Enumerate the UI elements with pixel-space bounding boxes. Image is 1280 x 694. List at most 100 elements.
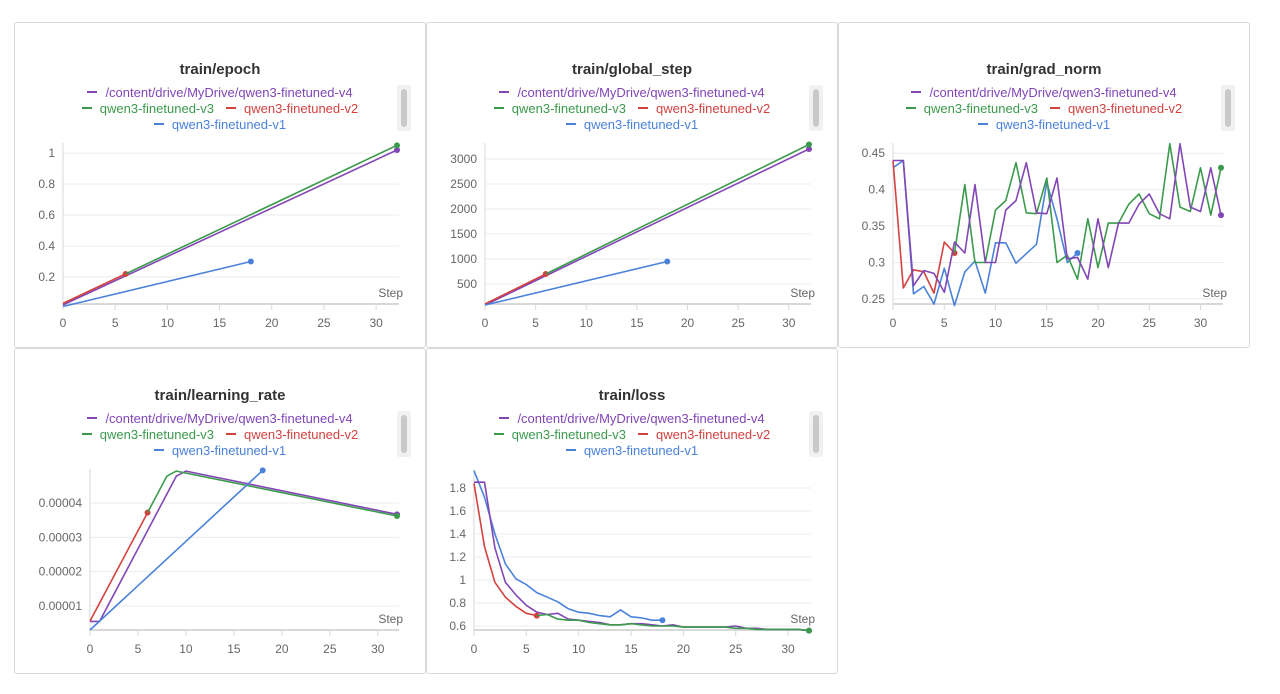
legend-label: /content/drive/MyDrive/qwen3-finetuned-v… <box>517 411 765 426</box>
scrollbar-thumb[interactable] <box>813 415 819 453</box>
legend-item-v1[interactable]: qwen3-finetuned-v1 <box>565 117 699 133</box>
legend-label: qwen3-finetuned-v2 <box>656 101 771 116</box>
chart-plot[interactable]: 0.25 0.3 0.35 0.4 0.45 0 5 10 15 20 25 30 Step <box>839 23 1250 348</box>
legend-item-v2[interactable]: qwen3-finetuned-v2 <box>226 101 358 117</box>
legend-item-v3[interactable]: qwen3-finetuned-v3 <box>81 427 214 443</box>
legend-item-v2[interactable]: qwen3-finetuned-v2 <box>638 427 770 443</box>
legend-label: qwen3-finetuned-v1 <box>171 443 287 458</box>
x-tick-label: 5 <box>523 642 530 656</box>
legend-scrollbar[interactable] <box>1221 85 1235 131</box>
series-line-v1[interactable] <box>473 470 663 622</box>
legend-item-v1[interactable]: qwen3-finetuned-v1 <box>977 117 1110 133</box>
legend-swatch <box>87 416 98 419</box>
series-line-v1[interactable] <box>89 469 264 631</box>
series-line-v2[interactable] <box>62 273 126 305</box>
y-tick-label: 3000 <box>450 152 477 166</box>
series-line-v1[interactable] <box>484 260 668 306</box>
series-line-v2[interactable] <box>89 512 149 622</box>
scrollbar-thumb[interactable] <box>1225 89 1231 127</box>
series-endpoint-v1 <box>1074 250 1081 257</box>
series-line-v3[interactable] <box>146 470 398 517</box>
legend-item-v1[interactable]: qwen3-finetuned-v1 <box>153 117 287 133</box>
x-tick-label: 5 <box>941 316 948 330</box>
series-line-v4[interactable] <box>90 470 398 623</box>
legend-item-v4[interactable]: /content/drive/MyDrive/qwen3-finetuned-v… <box>911 85 1177 101</box>
x-tick-label: 25 <box>323 642 337 656</box>
legend-swatch <box>977 122 988 125</box>
y-tick-label: 0.00001 <box>39 599 83 613</box>
legend-label: qwen3-finetuned-v1 <box>583 117 699 132</box>
x-tick-label: 30 <box>1194 316 1208 330</box>
legend-item-v4[interactable]: /content/drive/MyDrive/qwen3-finetuned-v… <box>87 411 353 427</box>
legend-item-v3[interactable]: qwen3-finetuned-v3 <box>81 101 214 117</box>
x-tick-label: 20 <box>265 316 279 330</box>
legend-label: /content/drive/MyDrive/qwen3-finetuned-v… <box>105 411 353 426</box>
legend-item-v2[interactable]: qwen3-finetuned-v2 <box>1050 101 1182 117</box>
series-line-v4[interactable] <box>484 148 810 306</box>
chart-plot[interactable]: 0.6 0.8 1 1.2 1.4 1.6 1.8 0 5 10 15 20 25 30 Step <box>427 349 838 674</box>
chart-plot[interactable]: 0.00001 0.00002 0.00003 0.00004 0 5 10 15 20 25 30… <box>15 349 426 674</box>
y-tick-label: 0.45 <box>862 146 886 160</box>
legend-item-v1[interactable]: qwen3-finetuned-v1 <box>565 443 699 459</box>
series-line-v4[interactable] <box>62 149 398 306</box>
x-tick-label: 0 <box>482 316 489 330</box>
legend-label: qwen3-finetuned-v1 <box>171 117 287 132</box>
x-tick-label: 0 <box>890 316 897 330</box>
legend-label: qwen3-finetuned-v3 <box>511 101 626 116</box>
legend-item-v3[interactable]: qwen3-finetuned-v3 <box>493 101 626 117</box>
y-tick-label: 0.8 <box>449 596 466 610</box>
y-tick-label: 0.4 <box>868 183 885 197</box>
legend-item-v1[interactable]: qwen3-finetuned-v1 <box>153 443 287 459</box>
x-tick-label: 20 <box>275 642 289 656</box>
series-line-v4[interactable] <box>474 481 810 632</box>
legend-item-v4[interactable]: /content/drive/MyDrive/qwen3-finetuned-v… <box>499 411 765 427</box>
series-line-v3[interactable] <box>953 142 1222 281</box>
series-line-v4[interactable] <box>893 142 1222 294</box>
chart-title: train/epoch <box>179 61 261 78</box>
legend-scrollbar[interactable] <box>809 85 823 131</box>
x-tick-label: 15 <box>213 316 227 330</box>
y-tick-label: 0.00003 <box>39 530 83 544</box>
series-line-v3[interactable] <box>125 144 398 275</box>
series-line-v3[interactable] <box>545 143 810 275</box>
x-tick-label: 10 <box>572 642 586 656</box>
legend-item-v3[interactable]: qwen3-finetuned-v3 <box>493 427 626 443</box>
legend-item-v2[interactable]: qwen3-finetuned-v2 <box>638 101 770 117</box>
legend-label: qwen3-finetuned-v2 <box>656 427 771 442</box>
legend-swatch <box>499 90 510 93</box>
y-tick-label: 0.3 <box>868 255 885 269</box>
legend-item-v4[interactable]: /content/drive/MyDrive/qwen3-finetuned-v… <box>499 85 765 101</box>
y-tick-label: 1.2 <box>449 550 466 564</box>
x-tick-label: 5 <box>532 316 539 330</box>
legend-scrollbar[interactable] <box>809 411 823 457</box>
legend-swatch <box>905 106 916 109</box>
series-line-v2[interactable] <box>484 273 547 305</box>
series-line-v2[interactable] <box>473 483 537 617</box>
legend-item-v3[interactable]: qwen3-finetuned-v3 <box>905 101 1038 117</box>
chart-panel: train/grad_norm/content/drive/MyDrive/qw… <box>838 22 1250 348</box>
legend-swatch <box>638 106 648 109</box>
legend-swatch <box>638 432 648 435</box>
legend-item-v4[interactable]: /content/drive/MyDrive/qwen3-finetuned-v… <box>87 85 353 101</box>
legend-label: /content/drive/MyDrive/qwen3-finetuned-v… <box>929 85 1177 100</box>
chart-panel: train/learning_rate/content/drive/MyDriv… <box>14 348 426 674</box>
chart-plot[interactable]: 500 1000 1500 2000 2500 3000 0 5 10 15 20 25 30 Step <box>427 23 838 348</box>
series-endpoint-v4 <box>1218 212 1224 219</box>
series-line-v3[interactable] <box>536 613 810 632</box>
series-endpoint-v1 <box>664 258 671 265</box>
series-line-v1[interactable] <box>62 260 252 308</box>
legend-swatch <box>499 416 510 419</box>
x-tick-label: 0 <box>471 642 478 656</box>
legend-scrollbar[interactable] <box>397 411 411 457</box>
legend-scrollbar[interactable] <box>397 85 411 131</box>
series-endpoint-v2 <box>542 271 549 277</box>
scrollbar-thumb[interactable] <box>401 89 407 127</box>
legend-label: qwen3-finetuned-v1 <box>583 443 699 458</box>
series-line-v1[interactable] <box>892 159 1079 307</box>
scrollbar-thumb[interactable] <box>401 415 407 453</box>
legend-item-v2[interactable]: qwen3-finetuned-v2 <box>226 427 358 443</box>
scrollbar-thumb[interactable] <box>813 89 819 127</box>
legend-swatch <box>565 448 576 451</box>
x-axis-label: Step <box>790 286 815 300</box>
